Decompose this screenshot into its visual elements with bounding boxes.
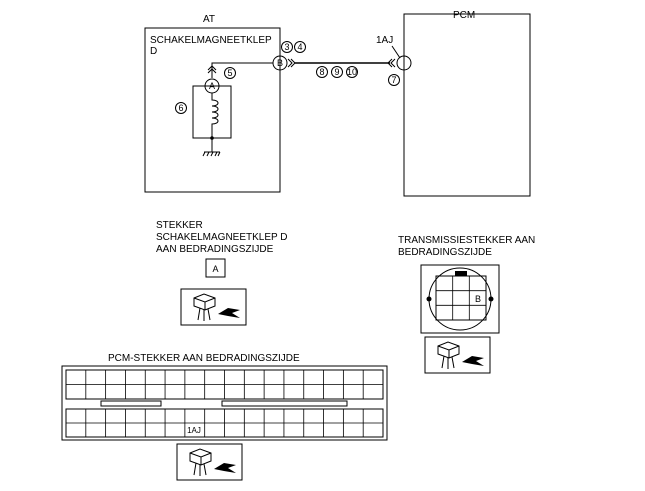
at-label: AT — [203, 14, 215, 25]
svg-text:5: 5 — [227, 68, 232, 78]
svg-text:4: 4 — [297, 42, 302, 52]
circled-code-9: 9 — [331, 66, 343, 78]
svg-text:6: 6 — [178, 103, 183, 113]
feed-arrow-icon — [207, 65, 217, 74]
terminal-1aj-label: 1AJ — [376, 35, 393, 46]
circled-code-7: 7 — [388, 74, 400, 86]
at-box — [144, 27, 281, 193]
circled-code-3: 3 — [281, 41, 293, 53]
ground-icon — [202, 151, 221, 157]
solenoid-feed-wire — [211, 62, 273, 78]
svg-text:7: 7 — [391, 75, 396, 85]
solenoid-connector-title-2: SCHAKELMAGNEETKLEP D — [156, 232, 288, 243]
solenoid-connector-pin-a: A — [205, 258, 226, 278]
connector-chevron-left-icon — [387, 58, 396, 68]
transmission-connector-face — [420, 264, 500, 334]
solenoid-connector-title-3: AAN BEDRADINGSZIJDE — [156, 244, 274, 255]
solenoid-connector-title-1: STEKKER — [156, 220, 203, 231]
transmission-connector-view-icon — [424, 336, 491, 374]
pcm-pin-1aj: 1AJ — [187, 426, 201, 435]
transmission-pin-b: B — [475, 294, 481, 304]
connector-chevron-right-icon — [287, 58, 296, 68]
svg-text:A: A — [212, 264, 218, 274]
circled-code-8: 8 — [316, 66, 328, 78]
solenoid-connector-view-icon — [180, 288, 247, 326]
circled-code-10: 10 — [346, 66, 358, 78]
svg-text:8: 8 — [319, 67, 324, 77]
coil-icon — [211, 93, 219, 138]
circled-code-5: 5 — [224, 67, 236, 79]
pcm-box — [403, 13, 531, 197]
svg-text:B: B — [277, 58, 283, 68]
solenoid-label-suffix: D — [150, 46, 157, 57]
pcm-connector-title: PCM-STEKKER AAN BEDRADINGSZIJDE — [108, 353, 300, 364]
svg-text:10: 10 — [347, 67, 357, 77]
pcm-connector-view-icon — [176, 443, 243, 481]
terminal-1aj-leader — [391, 45, 401, 59]
transmission-connector-title-2: BEDRADINGSZIJDE — [398, 247, 492, 258]
pcm-connector-face — [61, 365, 388, 441]
svg-text:9: 9 — [334, 67, 339, 77]
circled-code-6: 6 — [175, 102, 187, 114]
solenoid-label: SCHAKELMAGNEETKLEP — [150, 35, 272, 46]
svg-text:3: 3 — [284, 42, 289, 52]
terminal-b: B — [272, 55, 288, 71]
pcm-label: PCM — [453, 10, 475, 21]
transmission-connector-title-1: TRANSMISSIESTEKKER AAN — [398, 235, 535, 246]
circled-code-4: 4 — [294, 41, 306, 53]
